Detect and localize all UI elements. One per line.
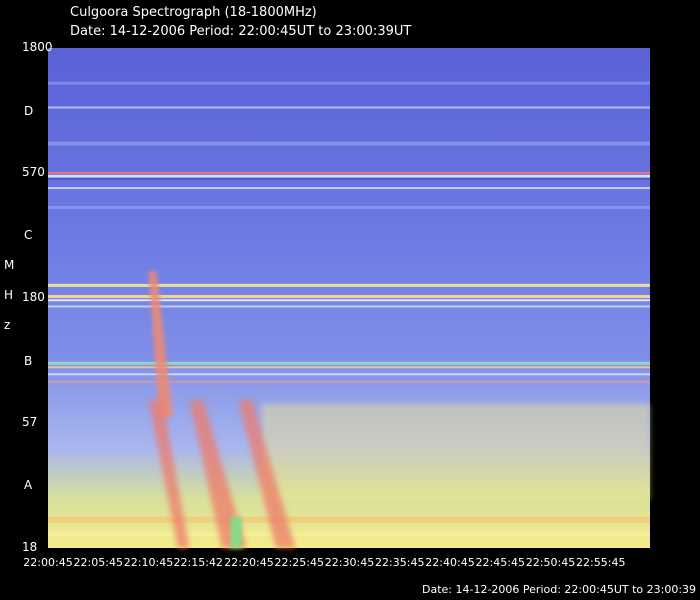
x-tick-label: 22:25:45	[275, 556, 324, 569]
burst-type-ii-lane	[148, 400, 190, 548]
band-label: D	[24, 103, 34, 118]
band-label: C	[24, 227, 33, 242]
interference-band	[48, 171, 650, 174]
interference-band	[48, 206, 650, 210]
interference-band	[48, 373, 650, 376]
interference-band	[48, 516, 650, 523]
x-tick-label: 22:20:45	[224, 556, 273, 569]
continuum-emission	[261, 403, 650, 501]
interference-band	[48, 295, 650, 299]
x-tick-label: 22:10:45	[124, 556, 173, 569]
y-unit-label: M	[4, 258, 15, 272]
interference-band	[48, 81, 650, 85]
y-tick-label: 1800	[22, 40, 53, 54]
interference-band	[48, 141, 650, 146]
x-tick-label: 22:45:45	[476, 556, 525, 569]
interference-band	[48, 361, 650, 365]
burst-peak	[230, 516, 243, 548]
burst-type-iii	[148, 271, 174, 418]
x-tick-label: 22:05:45	[74, 556, 123, 569]
y-tick-label: 570	[22, 164, 45, 179]
x-tick-label: 22:40:45	[425, 556, 474, 569]
chart-title: Culgoora Spectrograph (18-1800MHz)	[70, 5, 317, 20]
interference-band	[48, 174, 650, 178]
interference-band	[48, 187, 650, 190]
y-unit-label: H	[4, 288, 14, 302]
x-tick-label: 22:50:45	[526, 556, 575, 569]
interference-band	[48, 305, 650, 308]
interference-band	[48, 299, 650, 302]
interference-band	[48, 283, 650, 287]
y-tick-label: 180	[22, 290, 45, 304]
x-tick-label: 22:55:45	[576, 556, 625, 569]
burst-type-ii-lane	[238, 400, 296, 548]
y-unit-label: z	[4, 318, 11, 332]
band-label: A	[24, 477, 33, 492]
interference-band	[48, 531, 650, 537]
interference-band	[48, 366, 650, 369]
x-tick-label: 22:15:42	[174, 556, 223, 569]
y-tick-label: 57	[22, 414, 38, 429]
interference-band	[48, 380, 650, 383]
chart-subtitle: Date: 14-12-2006 Period: 22:00:45UT to 2…	[70, 24, 412, 39]
x-tick-label: 22:30:45	[325, 556, 374, 569]
band-label: B	[24, 353, 33, 368]
interference-band	[48, 106, 650, 109]
x-tick-label: 22:00:45	[23, 556, 72, 569]
footer-date: Date: 14-12-2006 Period: 22:00:45UT to 2…	[422, 583, 697, 596]
burst-type-ii-lane	[189, 400, 247, 548]
y-tick-label: 18	[22, 540, 38, 554]
x-tick-label: 22:35:45	[375, 556, 424, 569]
interference-band	[48, 177, 650, 180]
